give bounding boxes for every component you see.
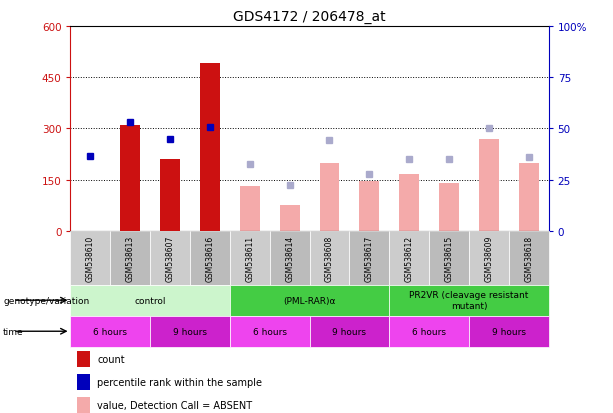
Text: 9 hours: 9 hours <box>332 327 367 336</box>
Text: 6 hours: 6 hours <box>253 327 287 336</box>
Text: GSM538611: GSM538611 <box>245 235 254 281</box>
Text: 6 hours: 6 hours <box>412 327 446 336</box>
Bar <box>160 160 180 231</box>
Text: control: control <box>134 296 166 305</box>
Bar <box>150 316 230 347</box>
Bar <box>359 182 379 231</box>
Bar <box>230 316 310 347</box>
Text: PR2VR (cleavage resistant
mutant): PR2VR (cleavage resistant mutant) <box>409 291 528 310</box>
Bar <box>200 64 220 231</box>
Text: GSM538617: GSM538617 <box>365 235 374 281</box>
Bar <box>120 126 140 231</box>
Text: GSM538608: GSM538608 <box>325 235 334 281</box>
Bar <box>389 316 469 347</box>
Bar <box>280 206 300 231</box>
Title: GDS4172 / 206478_at: GDS4172 / 206478_at <box>234 10 386 24</box>
Bar <box>70 285 230 316</box>
Bar <box>310 231 349 285</box>
Text: percentile rank within the sample: percentile rank within the sample <box>97 377 262 387</box>
Text: GSM538613: GSM538613 <box>126 235 135 281</box>
Bar <box>110 231 150 285</box>
Bar <box>230 231 270 285</box>
Bar <box>469 316 549 347</box>
Text: genotype/variation: genotype/variation <box>3 296 89 305</box>
Text: count: count <box>97 354 125 364</box>
Text: GSM538607: GSM538607 <box>166 235 175 281</box>
Bar <box>240 187 260 231</box>
Bar <box>190 231 230 285</box>
Text: GSM538612: GSM538612 <box>405 235 414 281</box>
Text: 6 hours: 6 hours <box>93 327 128 336</box>
Bar <box>349 231 389 285</box>
Bar <box>150 231 190 285</box>
Bar <box>429 231 469 285</box>
Bar <box>439 183 459 231</box>
Text: time: time <box>3 327 24 336</box>
Text: GSM538616: GSM538616 <box>205 235 215 281</box>
Bar <box>270 231 310 285</box>
Text: GSM538614: GSM538614 <box>285 235 294 281</box>
Text: 9 hours: 9 hours <box>492 327 526 336</box>
Bar <box>509 231 549 285</box>
Bar <box>479 139 499 231</box>
Bar <box>70 316 150 347</box>
Bar <box>389 231 429 285</box>
Text: 9 hours: 9 hours <box>173 327 207 336</box>
Bar <box>70 231 110 285</box>
Text: GSM538609: GSM538609 <box>484 235 493 281</box>
Text: GSM538610: GSM538610 <box>86 235 95 281</box>
Bar <box>469 231 509 285</box>
Text: (PML-RAR)α: (PML-RAR)α <box>283 296 336 305</box>
Bar <box>310 316 389 347</box>
Bar <box>230 285 389 316</box>
Bar <box>389 285 549 316</box>
Text: GSM538615: GSM538615 <box>444 235 454 281</box>
Text: value, Detection Call = ABSENT: value, Detection Call = ABSENT <box>97 400 253 410</box>
Bar <box>319 163 340 231</box>
Bar <box>519 163 539 231</box>
Text: GSM538618: GSM538618 <box>524 235 533 281</box>
Bar <box>399 175 419 231</box>
